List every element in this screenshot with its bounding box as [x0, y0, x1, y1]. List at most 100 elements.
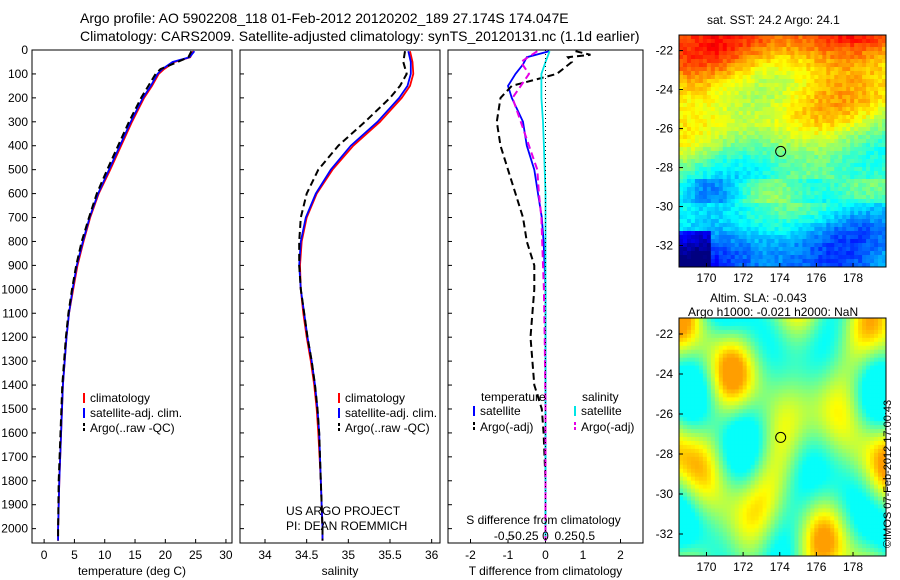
map-cell — [718, 504, 724, 509]
map-cell — [854, 59, 859, 64]
map-cell — [682, 325, 688, 331]
map-cell — [802, 540, 807, 545]
map-cell — [774, 207, 779, 212]
map-cell — [690, 207, 696, 212]
map-cell — [750, 135, 756, 140]
map-cell — [754, 524, 760, 529]
map-cell — [798, 318, 803, 323]
map-cell — [702, 393, 708, 398]
map-cell — [718, 373, 724, 378]
map-cell — [834, 115, 839, 120]
map-cell — [802, 357, 807, 363]
map-cell — [694, 544, 700, 549]
map-cell — [842, 195, 847, 200]
map-cell — [790, 215, 795, 220]
map-cell — [778, 532, 783, 537]
map-cell — [758, 75, 763, 80]
map-cell — [682, 243, 688, 248]
map-cell — [790, 51, 795, 56]
map-cell — [738, 235, 744, 240]
map-cell — [822, 91, 827, 96]
map-cell — [806, 215, 811, 220]
map-cell — [874, 79, 879, 84]
map-cell — [734, 520, 740, 525]
map-cell — [806, 329, 811, 335]
map-cell — [770, 381, 775, 386]
map-cell — [842, 263, 847, 268]
map-cell — [702, 211, 708, 216]
map-cell — [694, 235, 700, 240]
map-cell — [862, 95, 867, 100]
map-cell — [818, 195, 823, 200]
map-cell — [774, 385, 779, 390]
map-cell — [742, 63, 748, 68]
map-cell — [762, 87, 767, 92]
map-cell — [682, 219, 688, 224]
map-cell — [726, 448, 732, 454]
map-cell — [726, 365, 732, 370]
map-cell — [814, 171, 819, 176]
map-cell — [802, 155, 807, 160]
map-cell — [802, 504, 807, 509]
map-cell — [742, 440, 748, 446]
map-cell — [778, 87, 783, 92]
map-cell — [826, 119, 831, 124]
map-cell — [790, 179, 795, 184]
map-cell — [686, 195, 692, 200]
map-cell — [866, 175, 871, 180]
map-cell — [686, 321, 692, 327]
map-cell — [679, 107, 684, 112]
map-cell — [726, 452, 732, 458]
map-cell — [802, 223, 807, 228]
map-cell — [679, 35, 684, 40]
map-cell — [854, 139, 859, 144]
map-cell — [722, 231, 728, 236]
map-cell — [694, 171, 700, 176]
map-cell — [882, 59, 887, 64]
map-cell — [750, 333, 756, 339]
map-cell — [734, 476, 740, 482]
map-cell — [790, 476, 795, 482]
map-cell — [682, 135, 688, 140]
map-cell — [842, 179, 847, 184]
map-cell — [722, 425, 728, 430]
map-cell — [778, 75, 783, 80]
map-cell — [802, 397, 807, 402]
map-cell — [754, 437, 760, 442]
map-cell — [738, 492, 744, 497]
map-cell — [842, 239, 847, 244]
map-cell — [714, 492, 720, 497]
map-cell — [830, 179, 835, 184]
map-cell — [866, 203, 871, 208]
map-cell — [802, 524, 807, 529]
map-cell — [850, 175, 855, 180]
map-cell — [826, 51, 831, 56]
map-cell — [810, 263, 815, 268]
map-cell — [882, 183, 887, 188]
map-cell — [734, 508, 740, 513]
map-cell — [834, 235, 839, 240]
map-cell — [679, 437, 684, 442]
map-cell — [826, 71, 831, 76]
map-cell — [690, 373, 696, 378]
map-cell — [846, 87, 851, 92]
map-cell — [810, 39, 815, 44]
map-cell — [754, 532, 760, 537]
map-cell — [858, 107, 863, 112]
map-cell — [730, 552, 736, 557]
map-cell — [746, 452, 752, 458]
map-cell — [679, 251, 684, 256]
map-cell — [730, 83, 736, 88]
map-cell — [710, 71, 716, 76]
map-cell — [750, 369, 756, 374]
map-cell — [730, 263, 736, 268]
map-cell — [738, 349, 744, 355]
map-cell — [878, 103, 883, 108]
map-cell — [798, 460, 803, 466]
map-cell — [798, 544, 803, 549]
map-cell — [679, 67, 684, 72]
map-cell — [806, 191, 811, 196]
map-cell — [778, 183, 783, 188]
map-cell — [722, 341, 728, 347]
map-cell — [698, 51, 704, 56]
